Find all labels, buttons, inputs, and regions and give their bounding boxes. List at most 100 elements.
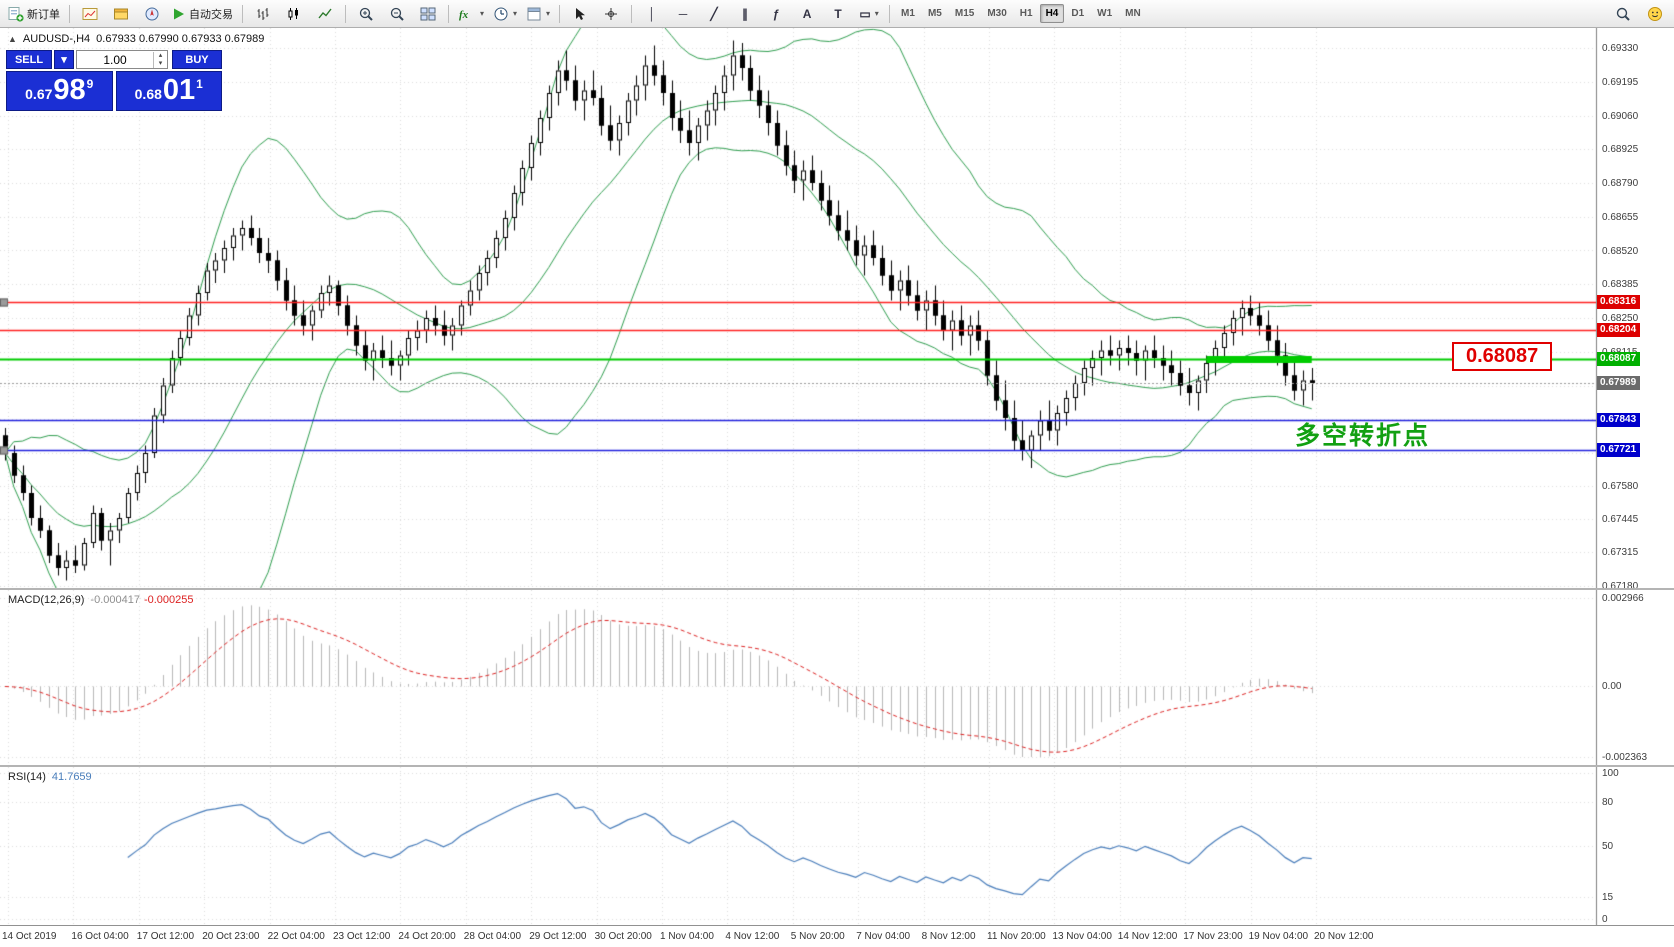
annotation-turning-point[interactable]: 多空转折点 [1295, 422, 1431, 450]
zoom-in-icon [358, 6, 374, 22]
spinner-down-icon[interactable]: ▾ [158, 59, 163, 67]
tile-windows-button[interactable] [413, 2, 443, 26]
price-line-label: 0.67721 [1597, 443, 1641, 458]
cursor-icon [572, 6, 588, 22]
time-axis-label: 19 Nov 04:00 [1248, 931, 1309, 942]
timeframe-h1[interactable]: H1 [1019, 8, 1033, 19]
timeframe-m1[interactable]: M1 [901, 8, 915, 19]
panel-splitter-rsi[interactable] [0, 765, 1674, 767]
volume-input[interactable]: 1.00 ▴ ▾ [76, 50, 168, 69]
timeframe-mn[interactable]: MN [1125, 8, 1141, 19]
tile-icon [420, 6, 436, 22]
timeframe-w1[interactable]: W1 [1097, 8, 1113, 19]
line-chart-button[interactable] [310, 2, 340, 26]
current-price-label: 0.67989 [1597, 376, 1641, 391]
panel-splitter-macd[interactable] [0, 588, 1674, 590]
volume-spinner[interactable]: ▴ ▾ [153, 51, 167, 68]
market-watch-button[interactable] [75, 2, 105, 26]
bar-chart-button[interactable] [248, 2, 278, 26]
price-chart-canvas[interactable] [0, 28, 1674, 588]
sell-price-display[interactable]: 0.67 98 9 [6, 71, 113, 111]
data-window-icon [113, 6, 129, 22]
buy-price-big: 01 [162, 74, 196, 107]
time-axis-label: 17 Oct 12:00 [136, 931, 195, 942]
fibonacci-button[interactable]: ƒ [761, 2, 791, 26]
templates-button[interactable]: ▾ [522, 2, 554, 26]
sell-button[interactable]: SELL [6, 50, 52, 69]
macd-axis-tick: 0.00 [1602, 681, 1622, 693]
buy-price-display[interactable]: 0.68 01 1 [115, 71, 222, 111]
crosshair-button[interactable] [596, 2, 626, 26]
rsi-value: 41.7659 [51, 771, 92, 783]
indicators-button[interactable]: fx ▾ [454, 2, 488, 26]
channel-icon: ∥ [742, 6, 749, 21]
zoom-in-button[interactable] [351, 2, 381, 26]
time-axis-label: 5 Nov 20:00 [790, 931, 845, 942]
time-axis-label: 20 Oct 23:00 [202, 931, 260, 942]
navigator-button[interactable] [137, 2, 167, 26]
sell-price-prefix: 0.67 [25, 86, 53, 102]
autotrading-button-label: 自动交易 [189, 8, 233, 21]
volume-value: 1.00 [103, 52, 127, 67]
cursor-button[interactable] [565, 2, 595, 26]
order-type-dropdown[interactable]: ▾ [54, 50, 74, 69]
candles-icon [286, 6, 302, 22]
price-axis-tick: 0.67580 [1602, 480, 1639, 492]
macd-axis-tick: -0.002363 [1602, 752, 1648, 763]
horizontal-line-button[interactable]: ─ [668, 2, 698, 26]
toolbar: 新订单 自动交易 fx ▾ ▾ ▾ │ ─ ╱ ∥ ƒ A T ▭ ▾ M1 M5 M15 M30 H1 H4 D1 W1 M… [0, 0, 1674, 28]
timeframe-m30[interactable]: M30 [987, 8, 1007, 19]
macd-label: MACD(12,26,9) -0.000417 -0.000255 [8, 594, 194, 606]
smiley-icon [1647, 6, 1663, 22]
spinner-up-icon[interactable]: ▴ [158, 51, 163, 59]
fx-icon: fx [458, 6, 476, 22]
navigator-icon [144, 6, 160, 22]
time-axis-label: 17 Nov 23:00 [1183, 931, 1243, 942]
candles-mini-icon: ▲ [8, 34, 17, 44]
price-axis-tick: 0.68250 [1602, 313, 1639, 324]
macd-canvas[interactable] [0, 590, 1674, 765]
price-axis-tick: 0.67180 [1602, 580, 1639, 589]
toolbar-separator [69, 4, 70, 23]
timeframe-d1[interactable]: D1 [1071, 8, 1085, 19]
text-button[interactable]: A [792, 2, 822, 26]
macd-axis-tick: 0.002966 [1602, 593, 1644, 604]
zoom-out-button[interactable] [382, 2, 412, 26]
timeframe-h4[interactable]: H4 [1039, 4, 1065, 23]
toolbar-separator [559, 4, 561, 23]
timeframe-m5[interactable]: M5 [927, 8, 942, 19]
new-order-button-label: 新订单 [27, 8, 60, 21]
time-axis-label: 13 Nov 04:00 [1052, 931, 1112, 942]
vertical-line-button[interactable]: │ [637, 2, 667, 26]
rsi-axis-tick: 15 [1602, 892, 1614, 904]
community-button[interactable] [1640, 2, 1670, 26]
data-window-button[interactable] [106, 2, 136, 26]
autotrading-button[interactable]: 自动交易 [168, 2, 237, 26]
time-axis-label: 30 Oct 20:00 [594, 931, 652, 942]
search-button[interactable] [1608, 2, 1638, 26]
macd-main-value: -0.000417 [90, 594, 140, 606]
trendline-icon: ╱ [710, 6, 718, 21]
chevron-down-icon: ▾ [546, 9, 551, 18]
candle-chart-button[interactable] [279, 2, 309, 26]
price-callout-label[interactable]: 0.68087 [1452, 342, 1553, 371]
fibonacci-icon: ƒ [772, 6, 780, 21]
toolbar-right-group [1608, 2, 1670, 26]
shapes-button[interactable]: ▭ ▾ [854, 2, 884, 26]
time-axis-label: 1 Nov 04:00 [660, 931, 714, 942]
new-order-button[interactable]: 新订单 [4, 2, 64, 26]
periods-button[interactable]: ▾ [489, 2, 521, 26]
rsi-canvas[interactable] [0, 767, 1674, 925]
buy-price-prefix: 0.68 [134, 86, 162, 102]
toolbar-separator [345, 4, 346, 23]
buy-button[interactable]: BUY [172, 50, 222, 69]
time-axis[interactable]: 14 Oct 2019 16 Oct 04:00 17 Oct 12:00 20 Oc… [0, 925, 1674, 947]
trendline-button[interactable]: ╱ [699, 2, 729, 26]
label-icon: T [834, 6, 842, 21]
timeframe-m15[interactable]: M15 [954, 8, 975, 19]
label-button[interactable]: T [823, 2, 853, 26]
time-axis-label: 16 Oct 04:00 [71, 931, 129, 942]
time-axis-label: 24 Oct 20:00 [398, 931, 456, 942]
channel-button[interactable]: ∥ [730, 2, 760, 26]
